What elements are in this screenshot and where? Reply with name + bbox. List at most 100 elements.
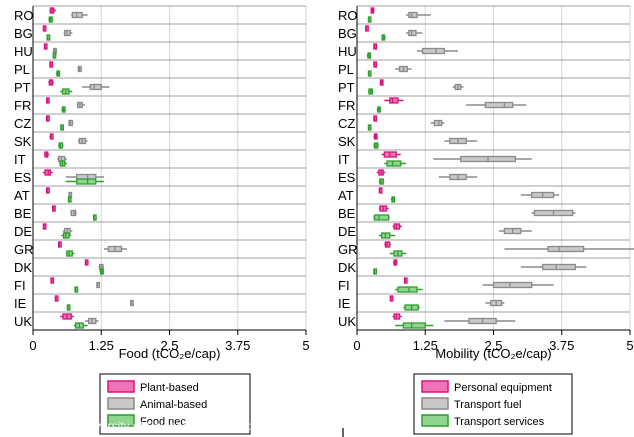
mobility-foodnec-box-fr (376, 106, 382, 113)
food-country-label-fr: FR (14, 98, 31, 113)
food-foodnec-box-it (59, 160, 67, 167)
mobility-legend-label-foodnec: Transport services (454, 416, 545, 428)
food-plant-box-hu (43, 43, 48, 50)
food-animal-box-sk (77, 137, 88, 145)
food-plant-box-pl (49, 61, 54, 68)
food-plant-box-fi (50, 277, 55, 284)
food-country-label-cz: CZ (14, 116, 31, 131)
mobility-plant-box-pt (379, 79, 384, 86)
mobility-animal-box-pl (395, 65, 412, 73)
food-animal-box-be (70, 209, 77, 217)
mobility-foodnec-box-dk (373, 268, 378, 275)
food-foodnec-box-fr (61, 106, 66, 113)
food-country-label-ie: IE (14, 296, 27, 311)
food-plant-box-it (43, 151, 50, 158)
mobility-foodnec-box-ie (403, 304, 420, 311)
mobility-animal-box-es (438, 173, 478, 181)
mobility-country-label-fi: FI (338, 278, 350, 293)
mobility-animal-iqr (421, 47, 446, 55)
food-animal-box-pl (77, 65, 83, 73)
food-legend-swatch-animal (107, 397, 135, 410)
mobility-animal-box-dk (520, 263, 587, 271)
food-foodnec-box-be (92, 214, 97, 221)
mobility-foodnec-box-at (390, 196, 396, 203)
food-foodnec-box-pt (60, 88, 73, 95)
food-foodnec-box-sk (58, 142, 64, 149)
mobility-plant-box-pl (373, 61, 378, 68)
food-animal-box-fr (76, 101, 85, 109)
food-foodnec-box-hu (52, 52, 57, 59)
food-plant-box-be (52, 205, 56, 212)
mobility-animal-iqr (484, 101, 514, 109)
mobility-plant-box-be (378, 205, 389, 212)
food-plant-box-gr (58, 241, 62, 248)
food-x-tick-label: 5 (302, 338, 309, 353)
mobility-plant-box-es (376, 169, 386, 176)
mobility-country-label-dk: DK (338, 260, 356, 275)
food-foodnec-box-dk (99, 268, 104, 275)
food-x-tick-label: 1.25 (89, 338, 114, 353)
mobility-legend-label-plant: Personal equipment (454, 382, 552, 394)
food-country-label-uk: UK (14, 314, 32, 329)
food-plant-box-sk (49, 133, 54, 140)
food-plant-box-ie (54, 295, 59, 302)
mobility-animal-iqr (547, 245, 585, 253)
food-country-label-pl: PL (14, 62, 30, 77)
food-country-label-fi: FI (14, 278, 26, 293)
food-x-tick-label: 0 (29, 338, 36, 353)
mobility-plant-box-dk (393, 259, 398, 266)
food-legend-label-animal: Animal-based (140, 399, 207, 411)
food-animal-box-uk (84, 317, 99, 325)
mobility-animal-box-be (531, 209, 576, 217)
food-country-label-gr: GR (14, 242, 34, 257)
mobility-plant-box-hu (373, 43, 378, 50)
food-country-label-hu: HU (14, 44, 33, 59)
mobility-foodnec-box-es (378, 178, 385, 185)
food-animal-iqr (89, 83, 102, 91)
food-foodnec-box-fi (74, 286, 79, 293)
mobility-country-label-es: ES (338, 170, 356, 185)
food-plant-box-uk (60, 313, 74, 320)
food-foodnec-box-uk (73, 322, 88, 329)
mobility-plant-box-gr (384, 241, 391, 248)
food-country-label-be: BE (14, 206, 32, 221)
food-country-label-dk: DK (14, 260, 32, 275)
food-animal-box-ro (71, 11, 88, 19)
mobility-legend-swatch-plant (421, 380, 449, 393)
food-country-label-pt: PT (14, 80, 31, 95)
mobility-x-axis-title: Mobility (tCO₂e/cap) (435, 346, 551, 361)
mobility-country-label-at: AT (338, 188, 354, 203)
mobility-foodnec-box-pt (367, 88, 374, 95)
mobility-country-label-be: BE (338, 206, 356, 221)
mobility-country-label-it: IT (338, 152, 350, 167)
mobility-plant-box-cz (373, 115, 378, 122)
mobility-animal-iqr (492, 281, 533, 289)
food-plant-box-bg (42, 25, 47, 32)
mobility-country-label-fr: FR (338, 98, 355, 113)
mobility-animal-iqr (408, 29, 417, 37)
mobility-animal-box-fi (482, 281, 554, 289)
mobility-plant-box-ie (389, 295, 394, 302)
food-animal-box-cz (68, 119, 74, 127)
mobility-animal-box-hu (417, 47, 459, 55)
food-foodnec-box-bg (46, 34, 51, 41)
mobility-foodnec-box-gr (389, 250, 407, 257)
food-plant-box-fr (46, 97, 50, 104)
mobility-animal-iqr (541, 263, 577, 271)
mobility-animal-box-fr (466, 101, 527, 109)
mobility-country-label-ie: IE (338, 296, 351, 311)
mobility-country-label-gr: GR (338, 242, 358, 257)
mobility-animal-box-bg (406, 29, 423, 37)
mobility-country-label-pl: PL (338, 62, 354, 77)
mobility-panel: RO BG HU PL PT FR CZ SK IT ES AT BE DE GR DK FI IE UK 0 1.2… (338, 5, 634, 435)
mobility-country-label-ro: RO (338, 8, 358, 23)
mobility-country-label-sk: SK (338, 134, 356, 149)
mobility-x-tick-label: 1.25 (413, 338, 438, 353)
food-legend-label-plant: Plant-based (140, 382, 199, 394)
mobility-plant-box-bg (365, 25, 369, 32)
food-animal-box-fi (96, 281, 101, 289)
mobility-foodnec-box-fi (395, 286, 423, 293)
mobility-animal-box-de (498, 227, 532, 235)
food-foodnec-box-de (61, 232, 72, 239)
